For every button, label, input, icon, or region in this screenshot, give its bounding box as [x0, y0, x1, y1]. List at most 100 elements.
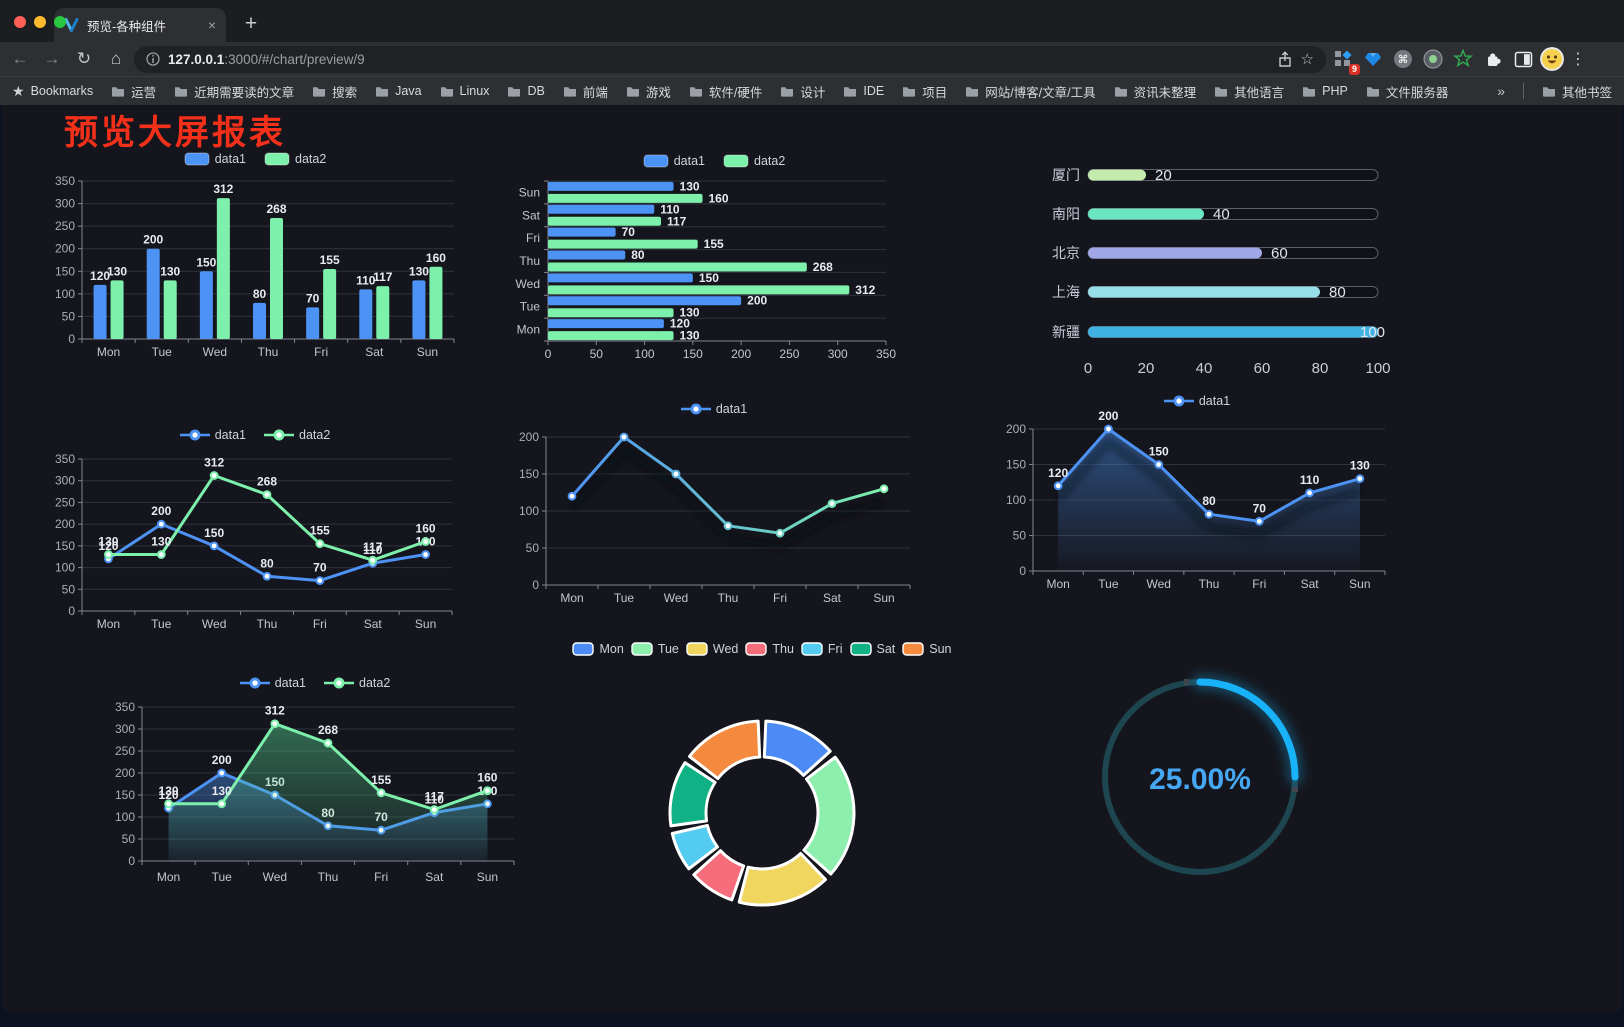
legend-item-data1[interactable]: data1: [680, 402, 747, 416]
legend-item-data1[interactable]: data1: [179, 428, 246, 442]
svg-text:155: 155: [371, 773, 391, 787]
extension-tabs-icon[interactable]: 9: [1330, 46, 1360, 75]
bookmark-folder[interactable]: 项目: [902, 82, 947, 101]
share-icon[interactable]: [1277, 50, 1293, 68]
chart-line-gradient: data1 0 50 100 150 200 Mon Tue Wed Thu Fri Sat Sun: [506, 399, 922, 611]
bookmarks-manager[interactable]: ★ Bookmarks: [12, 83, 93, 100]
svg-text:130: 130: [409, 264, 429, 278]
svg-text:Sun: Sun: [873, 591, 894, 605]
legend-item-data1[interactable]: data1: [1163, 394, 1230, 408]
legend-item-Tue[interactable]: Tue: [631, 642, 679, 656]
bookmarks-overflow-chevron[interactable]: »: [1497, 83, 1505, 99]
home-button[interactable]: ⌂: [110, 49, 122, 68]
legend-item-Fri[interactable]: Fri: [801, 642, 843, 656]
tab-close-icon[interactable]: ×: [207, 17, 216, 33]
legend-item-data1[interactable]: data1: [643, 154, 705, 168]
svg-text:Fri: Fri: [526, 231, 540, 245]
legend-item-Sun[interactable]: Sun: [902, 642, 952, 656]
maximize-window-button[interactable]: [54, 16, 66, 28]
chart-legend: data1 data2: [48, 425, 462, 445]
extension-command-icon[interactable]: ⌘: [1390, 46, 1416, 72]
bookmark-folder[interactable]: 其他语言: [1214, 82, 1284, 101]
close-window-button[interactable]: [14, 16, 26, 28]
svg-text:130: 130: [159, 784, 179, 798]
side-panel-icon[interactable]: [1510, 46, 1536, 72]
bookmarks-bar: ★ Bookmarks 运营 近期需要读的文章 搜索 Java Linux DB 前端 游戏 软…: [0, 76, 1624, 105]
svg-text:350: 350: [876, 347, 896, 361]
svg-text:厦门: 厦门: [1052, 167, 1080, 183]
svg-text:100: 100: [519, 504, 539, 518]
bookmark-folder[interactable]: 软件/硬件: [689, 82, 762, 101]
other-bookmarks-folder[interactable]: 其他书签: [1542, 82, 1612, 101]
bookmark-folder[interactable]: PHP: [1302, 84, 1348, 98]
legend-item-Sat[interactable]: Sat: [849, 642, 895, 656]
legend-item-Thu[interactable]: Thu: [745, 642, 794, 656]
bookmark-folder[interactable]: 设计: [780, 82, 825, 101]
bookmark-folder[interactable]: 游戏: [626, 82, 671, 101]
site-info-icon[interactable]: [146, 52, 160, 66]
browser-tab[interactable]: 预览-各种组件 ×: [54, 8, 226, 42]
bookmark-star-icon[interactable]: ☆: [1300, 51, 1314, 68]
legend-swatch: [572, 642, 595, 656]
legend-item-data1[interactable]: data1: [184, 152, 246, 166]
svg-text:80: 80: [631, 248, 645, 262]
bookmark-folder-label: 文件服务器: [1385, 85, 1449, 100]
bookmark-folder[interactable]: 网站/博客/文章/工具: [965, 82, 1096, 101]
bookmark-folder-label: 搜索: [332, 85, 358, 100]
extension-record-icon[interactable]: [1420, 46, 1446, 72]
bookmark-folder[interactable]: DB: [507, 84, 545, 98]
svg-text:155: 155: [704, 237, 724, 251]
svg-text:20: 20: [1155, 167, 1172, 184]
bookmark-folder[interactable]: 前端: [563, 82, 608, 101]
svg-text:40: 40: [1196, 360, 1213, 377]
extensions-puzzle-icon[interactable]: [1480, 46, 1506, 72]
legend-swatch: [723, 154, 749, 168]
bookmark-folder[interactable]: 资讯未整理: [1114, 82, 1196, 101]
bookmark-folder[interactable]: Linux: [440, 84, 489, 98]
legend-item-data2[interactable]: data2: [264, 428, 330, 442]
svg-text:Tue: Tue: [151, 617, 172, 631]
legend-item-data1[interactable]: data1: [239, 676, 306, 690]
extension-star-icon[interactable]: [1450, 46, 1476, 72]
svg-text:100: 100: [115, 810, 135, 824]
browser-menu-icon[interactable]: ⋮: [1570, 51, 1586, 68]
bookmark-folder-label: 其他语言: [1234, 85, 1285, 100]
bookmark-folder-label: 设计: [800, 85, 826, 100]
reload-button[interactable]: ↻: [76, 49, 92, 68]
bookmark-folder-label: 前端: [582, 85, 608, 100]
svg-text:Thu: Thu: [718, 591, 739, 605]
bookmark-folder[interactable]: Java: [375, 84, 422, 98]
new-tab-button[interactable]: +: [244, 12, 258, 35]
url-bar[interactable]: 127.0.0.1:3000/#/chart/preview/9 ☆: [134, 45, 1326, 73]
folder-icon: [1215, 87, 1228, 97]
legend-label: data2: [295, 152, 327, 166]
profile-avatar[interactable]: [1540, 47, 1564, 71]
back-button[interactable]: ←: [11, 49, 29, 68]
svg-text:Wed: Wed: [203, 345, 227, 359]
bookmark-folder[interactable]: 运营: [111, 82, 156, 101]
legend-item-Wed[interactable]: Wed: [686, 642, 738, 656]
bookmark-folder-label: 网站/博客/文章/工具: [985, 85, 1096, 100]
legend-swatch: [179, 429, 210, 441]
svg-text:70: 70: [1253, 501, 1267, 515]
legend-item-data2[interactable]: data2: [723, 154, 785, 168]
svg-text:100: 100: [635, 347, 655, 361]
svg-text:Wed: Wed: [263, 870, 287, 884]
bookmark-folder[interactable]: 近期需要读的文章: [174, 82, 294, 101]
bookmark-folder[interactable]: 搜索: [312, 82, 357, 101]
tab-strip: 预览-各种组件 × +: [0, 0, 1624, 42]
legend-item-Mon[interactable]: Mon: [572, 642, 624, 656]
legend-item-data2[interactable]: data2: [264, 152, 326, 166]
minimize-window-button[interactable]: [34, 16, 46, 28]
svg-text:150: 150: [683, 347, 703, 361]
legend-item-data2[interactable]: data2: [324, 676, 390, 690]
forward-button[interactable]: →: [43, 49, 61, 68]
bookmark-folder[interactable]: IDE: [843, 84, 884, 98]
extension-gem-icon[interactable]: [1360, 46, 1386, 72]
chart-legend: data1: [506, 399, 922, 419]
svg-text:150: 150: [204, 526, 224, 540]
svg-text:130: 130: [680, 179, 700, 193]
bookmark-folder[interactable]: 文件服务器: [1366, 82, 1449, 101]
svg-text:155: 155: [320, 253, 340, 267]
